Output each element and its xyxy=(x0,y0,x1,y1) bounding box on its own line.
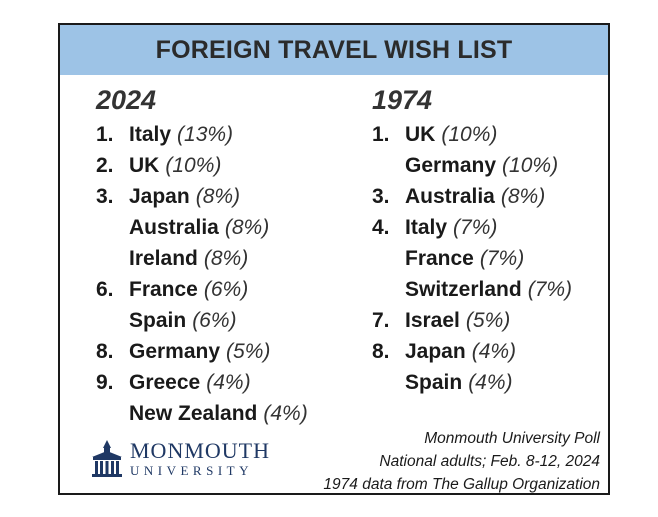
rank-number: 7. xyxy=(372,309,390,332)
percent-value: (6%) xyxy=(192,309,237,332)
country-name: Japan xyxy=(129,185,190,208)
rank-number: 1. xyxy=(96,123,114,146)
percent-value: (5%) xyxy=(465,309,511,332)
list-item: Switzerland (7%) xyxy=(372,274,572,305)
list-item: 6. France (6%) xyxy=(96,274,308,305)
list-item: 2. UK (10%) xyxy=(96,150,308,181)
rank-number: 6. xyxy=(96,278,114,301)
rank-number: 3. xyxy=(372,185,390,208)
country-name: New Zealand xyxy=(129,402,258,425)
rank-number: 4. xyxy=(372,216,390,239)
rank-number xyxy=(96,305,129,336)
country-name: Italy xyxy=(405,216,448,239)
list-item: 3. Japan (8%) xyxy=(96,181,308,212)
column-2024: 2024 1. Italy (13%) 2. UK (10%) 3. Japan (8%) Aus… xyxy=(96,83,308,429)
list-item: 4. Italy (7%) xyxy=(372,212,572,243)
page-title: FOREIGN TRAVEL WISH LIST xyxy=(155,35,513,64)
rank-number: 1. xyxy=(372,123,390,146)
country-name: Ireland xyxy=(129,247,198,270)
percent-value: (4%) xyxy=(206,371,251,394)
rank-number: 3. xyxy=(96,185,114,208)
list-item: 8. Japan (4%) xyxy=(372,336,572,367)
column-1974: 1974 1. UK (10%) Germany (10%) 3. Australia (8%… xyxy=(372,83,572,398)
list-item: 7. Israel (5%) xyxy=(372,305,572,336)
year-heading-1974: 1974 xyxy=(372,85,433,115)
list-item: Spain (4%) xyxy=(372,367,572,398)
rank-number xyxy=(96,212,129,243)
percent-value: (13%) xyxy=(177,123,234,146)
country-name: Germany xyxy=(129,340,221,363)
country-name: Israel xyxy=(405,309,460,332)
rank-list-1974: 1. UK (10%) Germany (10%) 3. Australia (8%) 4. It… xyxy=(372,119,572,398)
university-building-icon xyxy=(92,440,122,477)
country-name: Australia xyxy=(405,185,495,208)
percent-value: (8%) xyxy=(203,247,249,270)
percent-value: (4%) xyxy=(468,371,513,394)
list-item: 1. UK (10%) xyxy=(372,119,572,150)
percent-value: (7%) xyxy=(453,216,498,239)
logo-name: MONMOUTH xyxy=(130,438,270,463)
percent-value: (7%) xyxy=(479,247,525,270)
rank-number: 9. xyxy=(96,371,114,394)
logo-subtitle: UNIVERSITY xyxy=(130,463,253,478)
percent-value: (6%) xyxy=(203,278,249,301)
list-item: 3. Australia (8%) xyxy=(372,181,572,212)
rank-number xyxy=(372,243,405,274)
source-note: Monmouth University Poll National adults… xyxy=(323,427,600,496)
title-bar: FOREIGN TRAVEL WISH LIST xyxy=(60,25,608,75)
percent-value: (10%) xyxy=(441,123,498,146)
list-item: 1. Italy (13%) xyxy=(96,119,308,150)
rank-number: 8. xyxy=(372,340,390,363)
rank-number xyxy=(372,274,405,305)
rank-number: 8. xyxy=(96,340,114,363)
country-name: France xyxy=(405,247,474,270)
country-name: Italy xyxy=(129,123,172,146)
list-item: Ireland (8%) xyxy=(96,243,308,274)
rank-list-2024: 1. Italy (13%) 2. UK (10%) 3. Japan (8%) Australi… xyxy=(96,119,308,429)
list-item: Spain (6%) xyxy=(96,305,308,336)
list-item: 8. Germany (5%) xyxy=(96,336,308,367)
country-name: Australia xyxy=(129,216,219,239)
list-item: New Zealand (4%) xyxy=(96,398,308,429)
rank-number xyxy=(372,150,405,181)
country-name: Spain xyxy=(129,309,187,332)
country-name: UK xyxy=(405,123,436,146)
list-item: Australia (8%) xyxy=(96,212,308,243)
percent-value: (7%) xyxy=(527,278,573,301)
country-name: Germany xyxy=(405,154,497,177)
percent-value: (8%) xyxy=(195,185,241,208)
rank-number xyxy=(96,398,129,429)
source-line-3: 1974 data from The Gallup Organization xyxy=(323,476,600,493)
source-line-2: National adults; Feb. 8-12, 2024 xyxy=(379,453,600,470)
percent-value: (8%) xyxy=(224,216,270,239)
monmouth-logo: MONMOUTH UNIVERSITY xyxy=(90,439,270,479)
percent-value: (10%) xyxy=(502,154,559,177)
country-name: Greece xyxy=(129,371,201,394)
year-heading-2024: 2024 xyxy=(96,85,157,115)
percent-value: (10%) xyxy=(165,154,222,177)
source-line-1: Monmouth University Poll xyxy=(424,430,600,447)
list-item: France (7%) xyxy=(372,243,572,274)
country-name: France xyxy=(129,278,198,301)
percent-value: (8%) xyxy=(500,185,546,208)
list-item: Germany (10%) xyxy=(372,150,572,181)
percent-value: (4%) xyxy=(263,402,308,425)
rank-number xyxy=(96,243,129,274)
list-item: 9. Greece (4%) xyxy=(96,367,308,398)
percent-value: (5%) xyxy=(226,340,271,363)
rank-number xyxy=(372,367,405,398)
country-name: UK xyxy=(129,154,160,177)
rank-number: 2. xyxy=(96,154,114,177)
percent-value: (4%) xyxy=(471,340,517,363)
wish-list-card: FOREIGN TRAVEL WISH LIST 2024 1. Italy (13… xyxy=(58,23,610,495)
country-name: Switzerland xyxy=(405,278,522,301)
country-name: Spain xyxy=(405,371,463,394)
country-name: Japan xyxy=(405,340,466,363)
